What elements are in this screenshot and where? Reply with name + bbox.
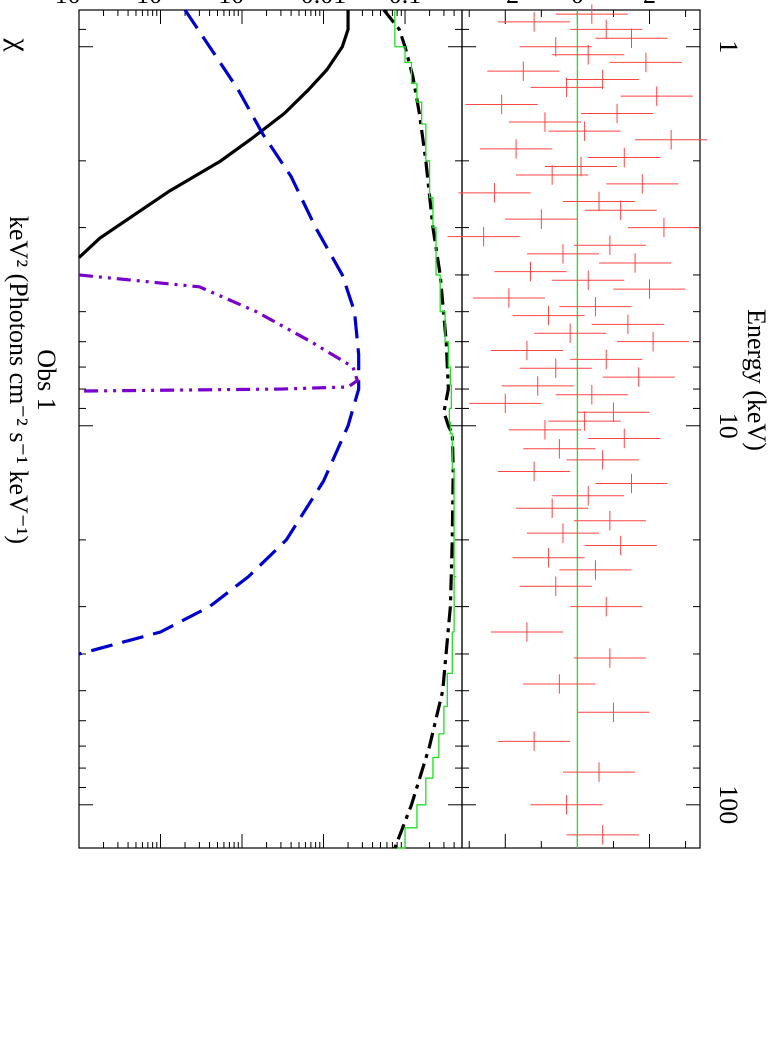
y-tick-label: 0.1 (389, 0, 422, 9)
x-axis-title: Energy (keV) (742, 309, 771, 451)
y-tick-label: −2 (491, 0, 519, 9)
y-tick-label: 0.01 (301, 0, 347, 9)
series-layer (77, 4, 708, 849)
x-tick-label: 1 (714, 40, 743, 53)
residual-y-axis-title: χ (3, 37, 36, 52)
spectrum-y-axis-title: keV² (Photons cm⁻² s⁻¹ keV⁻¹) (4, 216, 33, 544)
y-tick-label: 0 (571, 0, 584, 9)
residual-panel-frame (461, 9, 701, 849)
chart-title: Obs 1 (32, 349, 61, 410)
y-tick-label: 10⁻⁴ (136, 0, 185, 9)
x-tick-label: 10 (714, 413, 743, 439)
labels-layer: 1 10 100 Energy (keV) Obs 1 0.1 0.01 10⁻³ 10⁻⁴ 10… (3, 0, 771, 824)
tick-marks (78, 9, 700, 848)
spectrum-series-2 (78, 273, 359, 393)
x-tick-label: 100 (714, 785, 743, 824)
y-tick-label: 10⁻³ (218, 0, 266, 9)
y-tick-label: 10⁻⁵ (55, 0, 104, 9)
spectrum-series-0 (77, 10, 350, 259)
spectrum-series-3 (382, 9, 455, 849)
spectrum-panel-frame (78, 9, 463, 849)
plot-rotated-group: 1 10 100 Energy (keV) Obs 1 0.1 0.01 10⁻³ 10⁻⁴ 10… (3, 0, 771, 849)
spectrum-series-1 (78, 9, 361, 656)
y-tick-label: 2 (643, 0, 656, 9)
spectrum-series-4 (394, 10, 457, 849)
